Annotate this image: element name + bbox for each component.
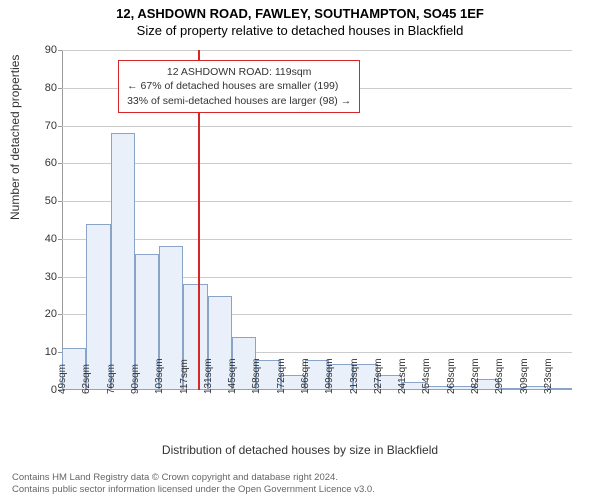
histogram-bar: [111, 133, 135, 390]
xtick-label: 254sqm: [421, 390, 432, 394]
xtick-label: 241sqm: [397, 390, 408, 394]
xtick-label: 145sqm: [227, 390, 238, 394]
ytick-mark: [58, 163, 62, 164]
xtick-label: 158sqm: [251, 390, 262, 394]
gridline: [62, 201, 572, 202]
ytick-label: 50: [32, 195, 57, 207]
xtick-label: 282sqm: [470, 390, 481, 394]
y-axis-line: [62, 50, 63, 390]
xtick-label: 296sqm: [494, 390, 505, 394]
xtick-label: 309sqm: [519, 390, 530, 394]
xtick-label: 172sqm: [276, 390, 287, 394]
footer-line2: Contains public sector information licen…: [12, 484, 375, 496]
ytick-mark: [58, 314, 62, 315]
ytick-label: 80: [32, 82, 57, 94]
xtick-label: 49sqm: [57, 390, 68, 394]
ytick-mark: [58, 201, 62, 202]
ytick-mark: [58, 50, 62, 51]
ytick-label: 60: [32, 157, 57, 169]
annotation-box: 12 ASHDOWN ROAD: 119sqm← 67% of detached…: [118, 60, 360, 113]
ytick-label: 70: [32, 120, 57, 132]
xtick-label: 227sqm: [373, 390, 384, 394]
footer-attribution: Contains HM Land Registry data © Crown c…: [12, 472, 375, 496]
gridline: [62, 50, 572, 51]
xtick-label: 186sqm: [300, 390, 311, 394]
footer-line1: Contains HM Land Registry data © Crown c…: [12, 472, 375, 484]
xtick-label: 103sqm: [154, 390, 165, 394]
y-axis-title: Number of detached properties: [8, 55, 22, 220]
gridline: [62, 239, 572, 240]
xtick-label: 76sqm: [106, 390, 117, 394]
ytick-mark: [58, 277, 62, 278]
plot-area: 010203040506070809049sqm62sqm76sqm90sqm1…: [62, 50, 572, 390]
ytick-label: 90: [32, 44, 57, 56]
annotation-line3: 33% of semi-detached houses are larger (…: [127, 94, 351, 108]
xtick-label: 323sqm: [543, 390, 554, 394]
title-address: 12, ASHDOWN ROAD, FAWLEY, SOUTHAMPTON, S…: [0, 0, 600, 21]
xtick-label: 62sqm: [81, 390, 92, 394]
xtick-label: 199sqm: [324, 390, 335, 394]
x-axis-title: Distribution of detached houses by size …: [0, 443, 600, 457]
annotation-line1: 12 ASHDOWN ROAD: 119sqm: [127, 65, 351, 79]
xtick-label: 117sqm: [179, 390, 190, 394]
title-subtitle: Size of property relative to detached ho…: [0, 21, 600, 38]
ytick-mark: [58, 88, 62, 89]
ytick-label: 0: [32, 384, 57, 396]
gridline: [62, 163, 572, 164]
ytick-label: 40: [32, 233, 57, 245]
xtick-label: 131sqm: [203, 390, 214, 394]
ytick-label: 20: [32, 308, 57, 320]
ytick-label: 30: [32, 271, 57, 283]
ytick-label: 10: [32, 346, 57, 358]
annotation-line2: ← 67% of detached houses are smaller (19…: [127, 79, 351, 93]
chart-container: 12, ASHDOWN ROAD, FAWLEY, SOUTHAMPTON, S…: [0, 0, 600, 500]
ytick-mark: [58, 239, 62, 240]
xtick-label: 268sqm: [446, 390, 457, 394]
xtick-label: 213sqm: [349, 390, 360, 394]
gridline: [62, 126, 572, 127]
xtick-label: 90sqm: [130, 390, 141, 394]
ytick-mark: [58, 126, 62, 127]
